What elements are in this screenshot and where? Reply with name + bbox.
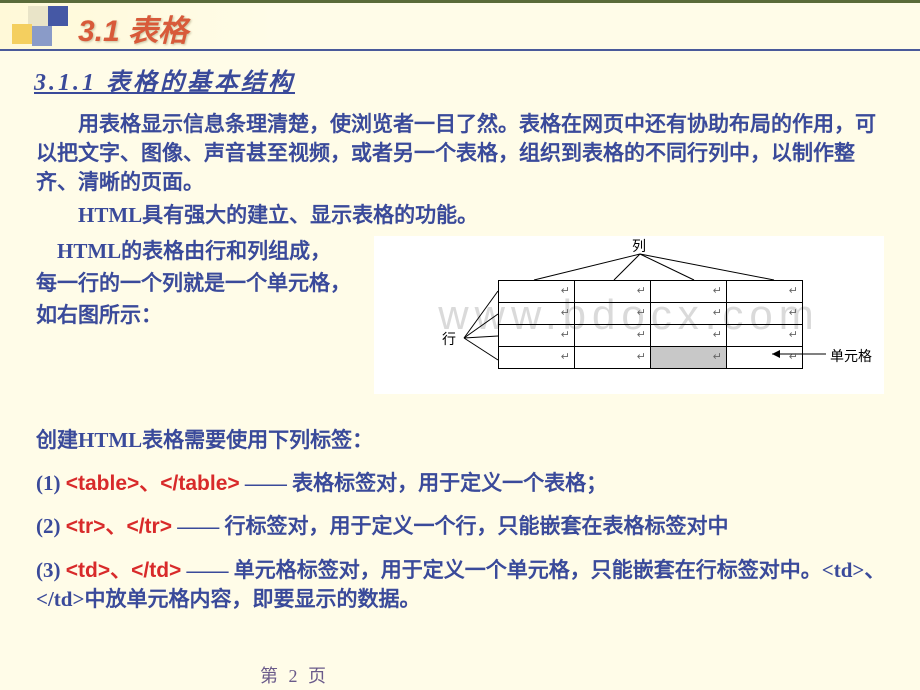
tag-line-3: (3) <td>、</td> —— 单元格标签对，用于定义一个单元格，只能嵌套在… <box>36 556 888 615</box>
para3-line2: 每一行的一个列就是一个单元格，如右图所示： <box>36 271 351 327</box>
tag-line-2: (2) <tr>、</tr> —— 行标签对，用于定义一个行，只能嵌套在表格标签… <box>36 512 888 541</box>
tags-intro: 创建HTML表格需要使用下列标签： <box>36 426 888 455</box>
content-region: 用表格显示信息条理清楚，使浏览者一目了然。表格在网页中还有协助布局的作用，可以把… <box>36 110 888 614</box>
td-tag: <td>、</td> <box>66 559 182 582</box>
paragraph-3: HTML的表格由行和列组成， 每一行的一个列就是一个单元格，如右图所示： <box>36 236 366 332</box>
section-title: 3.1 表格 <box>78 6 188 50</box>
table-structure-diagram: www.bdocx.com 列 行 单元格 ↵↵↵↵ ↵↵↵↵ ↵↵↵↵ ↵↵ <box>374 236 884 394</box>
page-number: 第 2 页 <box>260 662 329 688</box>
para3-line1: HTML的表格由行和列组成， <box>57 239 331 263</box>
paragraph-2: HTML具有强大的建立、显示表格的功能。 <box>36 201 888 230</box>
tag-line-1: (1) <table>、</table> —— 表格标签对，用于定义一个表格； <box>36 469 888 498</box>
diagram-grid: ↵↵↵↵ ↵↵↵↵ ↵↵↵↵ ↵↵↵↵ <box>498 280 803 369</box>
subsection-title: 3.1.1 表格的基本结构 <box>34 62 295 97</box>
paragraph-1: 用表格显示信息条理清楚，使浏览者一目了然。表格在网页中还有协助布局的作用，可以把… <box>36 110 888 197</box>
table-tag: <table>、</table> <box>66 472 240 495</box>
tr-tag: <tr>、</tr> <box>66 515 172 538</box>
decorative-squares <box>12 6 60 54</box>
